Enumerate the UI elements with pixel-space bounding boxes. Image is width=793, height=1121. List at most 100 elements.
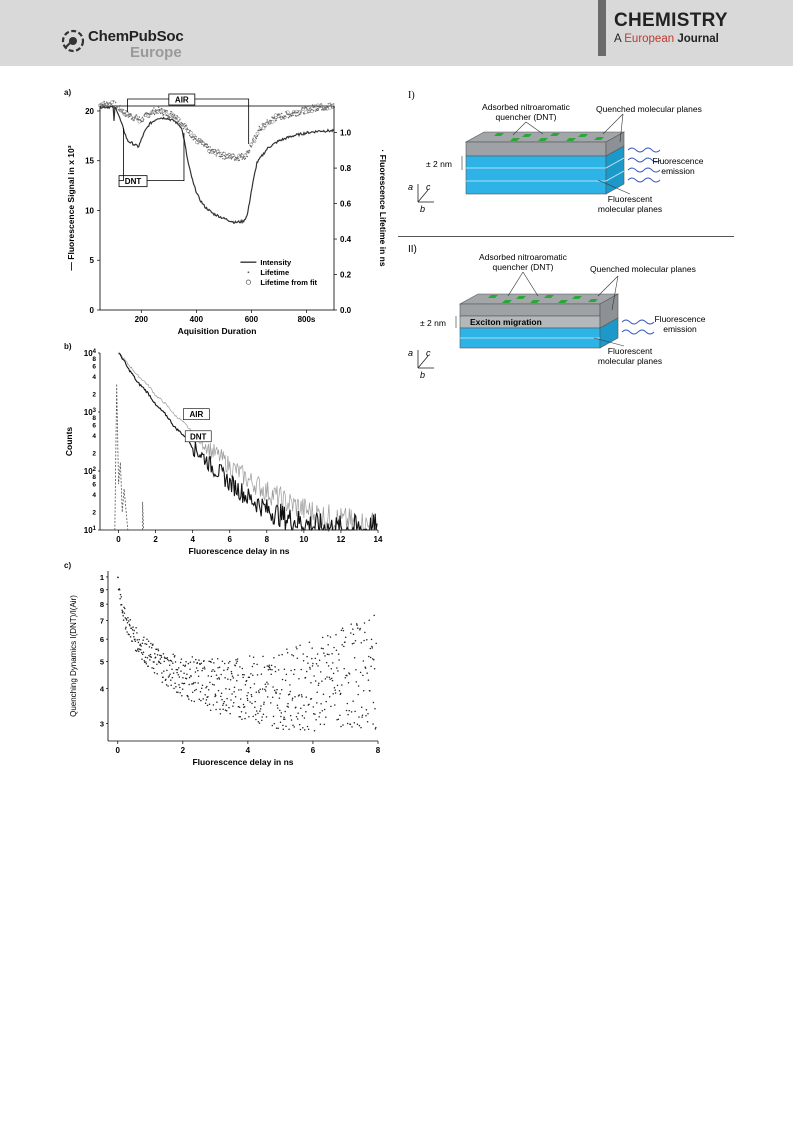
ratio-point	[213, 662, 215, 664]
ratio-point	[187, 696, 189, 698]
annotation-dnt-arrow-right	[147, 132, 185, 182]
ratio-point	[204, 693, 206, 696]
ratio-point	[359, 627, 361, 630]
y2-tick-label: 1.0	[340, 129, 352, 138]
ratio-point	[162, 653, 165, 655]
panel-c: c) 0 2 4 6 8 3 4 5 6 7 8 9 1 Fluorescence delay in ns…	[62, 561, 392, 771]
ratio-point	[243, 706, 246, 708]
ratio-point	[153, 672, 156, 674]
publisher-region: Europe	[130, 44, 182, 61]
ratio-point	[275, 691, 277, 693]
ratio-point	[169, 659, 172, 662]
ratio-point	[227, 662, 230, 664]
lifetime-fit-point	[198, 138, 202, 142]
ratio-point	[374, 728, 377, 730]
lifetime-fit-point	[146, 114, 151, 119]
ratio-point	[319, 723, 322, 725]
lifetime-point	[192, 139, 194, 141]
y-tick-label: 103	[84, 408, 97, 417]
lifetime-point	[188, 134, 191, 137]
y-tick-label: 5	[90, 256, 95, 265]
ratio-point	[141, 658, 143, 660]
ratio-point	[198, 698, 201, 700]
y-minor-tick-label: 4	[92, 374, 96, 381]
ratio-point	[217, 689, 220, 692]
ratio-point	[342, 724, 344, 726]
lifetime-point	[275, 119, 277, 121]
ratio-point	[373, 668, 376, 670]
ratio-point	[147, 665, 149, 667]
y-axis-label: — Fluorescence Signal in x 10³	[66, 145, 76, 270]
lifetime-point	[125, 115, 128, 117]
ratio-point	[230, 670, 233, 673]
ratio-point	[308, 703, 310, 706]
ratio-point	[119, 598, 121, 600]
x-tick-label: 400	[190, 315, 204, 324]
ratio-point	[183, 672, 185, 675]
ratio-point	[329, 678, 331, 680]
lifetime-point	[271, 116, 274, 118]
ratio-point	[166, 669, 168, 672]
ratio-point	[174, 682, 176, 685]
ratio-point	[335, 649, 338, 652]
ratio-point	[230, 672, 233, 675]
ratio-point	[355, 681, 358, 683]
ratio-point	[122, 610, 124, 613]
ratio-point	[290, 719, 293, 721]
lifetime-point	[228, 152, 230, 155]
ratio-point	[286, 648, 288, 650]
ratio-point	[270, 702, 272, 704]
lifetime-point	[306, 108, 308, 110]
ratio-point	[307, 728, 310, 730]
ratio-point	[196, 661, 199, 664]
decay-series-line-dnt	[118, 353, 378, 533]
ratio-point	[275, 692, 277, 695]
ratio-point	[232, 677, 235, 679]
ratio-point	[176, 669, 179, 671]
ratio-point	[264, 688, 266, 691]
y-tick-label: 6	[100, 635, 104, 644]
lifetime-fit-point	[182, 123, 187, 127]
lifetime-point	[239, 154, 241, 156]
ratio-point	[291, 653, 293, 656]
lifetime-fit-point	[310, 109, 314, 113]
lifetime-point	[193, 135, 195, 137]
ratio-point	[177, 691, 179, 694]
ratio-point	[161, 681, 164, 684]
ratio-point	[362, 660, 365, 662]
ratio-point	[317, 684, 320, 687]
ratio-point	[165, 678, 167, 681]
ratio-point	[277, 707, 279, 709]
ratio-point	[304, 676, 307, 679]
lifetime-point	[119, 104, 121, 107]
ratio-point	[347, 682, 350, 684]
ratio-point	[330, 677, 333, 680]
schematic-II-quenched-label: Quenched molecular planes	[590, 264, 696, 274]
schematic-II: II) Adsorbed nitroaromatic quencher (DNT…	[398, 238, 738, 388]
lifetime-point	[121, 109, 123, 111]
ratio-point	[330, 705, 332, 708]
y-tick-label: 4	[100, 685, 105, 694]
ratio-point	[363, 622, 366, 624]
lifetime-point	[218, 155, 220, 158]
ratio-point	[296, 718, 299, 720]
ratio-point	[172, 653, 174, 655]
ratio-point	[367, 679, 370, 681]
ratio-point	[246, 697, 249, 700]
ratio-point	[183, 682, 186, 685]
y-tick-label: 10	[85, 206, 94, 215]
lifetime-point	[221, 155, 223, 158]
y-minor-tick-label: 8	[92, 356, 96, 363]
lifetime-point	[327, 103, 329, 105]
ratio-point	[181, 682, 183, 684]
y-minor-tick-label: 4	[92, 433, 96, 440]
lifetime-point	[214, 148, 216, 151]
ratio-point	[257, 720, 260, 723]
ratio-point	[151, 667, 153, 669]
schematic-I-axes-icon	[417, 184, 434, 203]
annotation-dnt-arrow-left	[119, 127, 124, 182]
ratio-point	[148, 654, 150, 657]
ratio-point	[272, 686, 274, 688]
ratio-point	[166, 656, 169, 659]
ratio-point	[268, 666, 271, 669]
